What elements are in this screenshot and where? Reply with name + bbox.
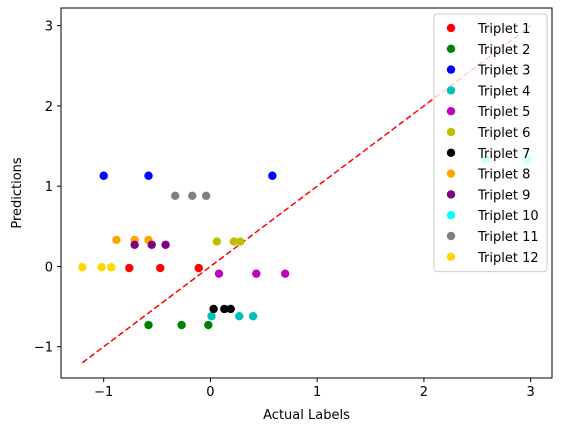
x-tick-label: 0 [206, 385, 214, 400]
y-tick-label: 2 [45, 100, 53, 115]
data-point [99, 171, 108, 180]
data-point [194, 263, 203, 273]
data-point [280, 269, 290, 278]
x-axis-label: Actual Labels [263, 408, 350, 423]
data-point [268, 171, 277, 180]
legend-label: Triplet 11 [477, 230, 539, 245]
legend-marker [446, 211, 456, 220]
legend-marker [446, 252, 456, 261]
x-tick-label: 2 [420, 385, 428, 400]
x-tick-label: 1 [313, 385, 321, 400]
data-point [171, 191, 180, 201]
legend-label: Triplet 9 [477, 188, 530, 203]
y-tick-label: −1 [34, 341, 53, 356]
data-point [177, 320, 186, 330]
legend-marker [446, 86, 456, 95]
legend-marker [446, 148, 456, 157]
data-point [204, 320, 213, 330]
data-point [226, 304, 235, 314]
legend-label: Triplet 10 [477, 209, 539, 224]
legend-marker [446, 44, 456, 53]
legend-label: Triplet 1 [477, 22, 530, 37]
data-point [252, 269, 261, 278]
y-tick-label: 3 [45, 20, 53, 35]
legend: Triplet 1 Triplet 2 Triplet 3 Triplet 4 Trip… [433, 13, 548, 273]
data-point [161, 240, 170, 249]
data-point [144, 171, 153, 180]
data-point [248, 311, 258, 321]
legend-marker [446, 190, 456, 199]
points-layer [78, 155, 532, 330]
data-point [125, 263, 134, 273]
axes-layer: −1 0 1 2 3 −1 0 1 2 3 [34, 7, 553, 400]
data-point [78, 263, 87, 272]
legend-marker [446, 231, 456, 241]
reference-line-layer [81, 25, 532, 364]
y-tick-label: 1 [45, 180, 53, 195]
legend-label: Triplet 3 [477, 64, 530, 79]
data-point [235, 311, 244, 321]
legend-label: Triplet 4 [477, 84, 530, 99]
data-point [144, 320, 153, 330]
legend-label: Triplet 6 [477, 126, 530, 141]
legend-label: Triplet 5 [477, 105, 530, 120]
data-point [214, 269, 224, 278]
legend-marker [446, 127, 456, 137]
legend-label: Triplet 2 [477, 43, 530, 58]
legend-box [433, 13, 548, 273]
legend-label: Triplet 12 [477, 251, 539, 266]
data-point [201, 191, 211, 201]
data-point [220, 304, 229, 314]
legend-label: Triplet 8 [477, 168, 530, 183]
reference-line [81, 25, 532, 364]
y-tick-label: 0 [45, 260, 53, 275]
data-point [147, 240, 156, 249]
data-point [212, 237, 222, 246]
y-axis-label: Predictions [10, 157, 25, 229]
data-point [188, 191, 197, 201]
legend-marker [446, 169, 456, 178]
data-point [112, 235, 121, 245]
data-point [236, 237, 245, 246]
x-tick-label: 3 [527, 385, 535, 400]
legend-marker [446, 65, 456, 74]
axes-frame [60, 7, 553, 379]
data-point [209, 304, 218, 314]
data-point [156, 263, 165, 273]
legend-marker [446, 23, 456, 33]
data-point [130, 240, 139, 249]
legend-label: Triplet 7 [477, 147, 530, 162]
data-point [207, 311, 216, 321]
data-point [229, 237, 239, 246]
data-point [97, 263, 106, 272]
data-point [106, 263, 116, 272]
legend-marker [446, 107, 456, 116]
x-tick-label: −1 [94, 385, 113, 400]
